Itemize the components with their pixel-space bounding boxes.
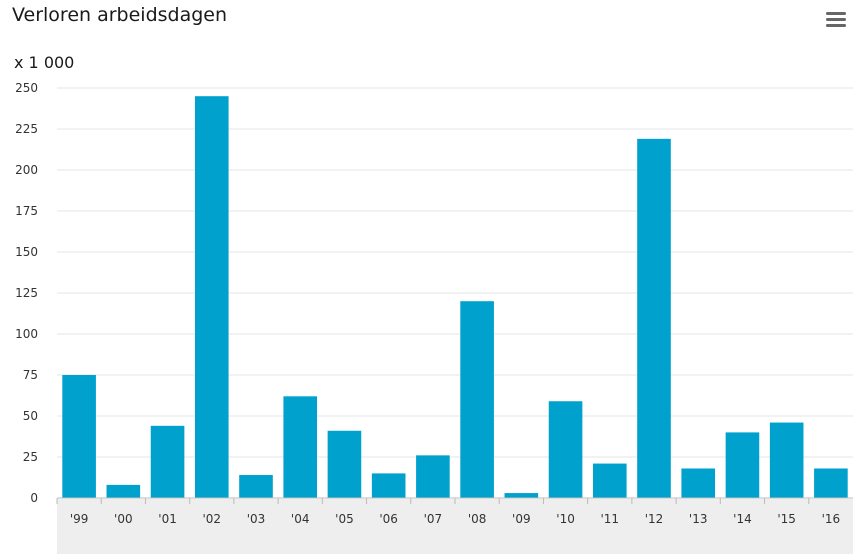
y-tick-label: 100 <box>15 327 38 341</box>
bar[interactable] <box>416 455 450 498</box>
x-tick-label: '11 <box>600 512 619 526</box>
x-tick-label: '04 <box>291 512 310 526</box>
x-tick-label: '00 <box>114 512 133 526</box>
bar[interactable] <box>150 425 185 498</box>
x-tick-label: '03 <box>247 512 266 526</box>
x-tick-label: '16 <box>822 512 841 526</box>
y-tick-label: 0 <box>30 491 38 505</box>
bar[interactable] <box>460 301 494 498</box>
bar[interactable] <box>592 463 627 498</box>
x-axis-scroll-area <box>57 499 853 554</box>
x-tick-label: '05 <box>335 512 354 526</box>
chart-title: Verloren arbeidsdagen <box>12 4 228 26</box>
bar[interactable] <box>239 475 273 498</box>
x-tick-label: '06 <box>379 512 398 526</box>
y-tick-label: 200 <box>15 163 38 177</box>
x-axis-ticks: '99 '00 '01 '02 '03 '04 '05 '06 '07 '08 '09 '10 '11 '… <box>56 498 841 526</box>
x-tick-label: '02 <box>202 512 221 526</box>
y-tick-label: 250 <box>15 81 38 95</box>
bar[interactable] <box>637 138 671 498</box>
y-tick-label: 225 <box>15 122 38 136</box>
y-tick-label: 125 <box>15 286 38 300</box>
bar[interactable] <box>769 422 804 498</box>
bar[interactable] <box>814 468 848 498</box>
y-axis-ticks: 0 25 50 75 100 125 150 175 200 225 250 <box>15 81 38 505</box>
x-tick-label: '15 <box>777 512 796 526</box>
y-tick-label: 75 <box>23 368 38 382</box>
grid-lines <box>57 87 853 458</box>
bar[interactable] <box>106 484 141 498</box>
bar[interactable] <box>681 468 716 498</box>
bar[interactable] <box>548 401 583 498</box>
y-axis-unit-label: x 1 000 <box>14 53 75 72</box>
bar[interactable] <box>504 493 539 498</box>
x-tick-label: '14 <box>733 512 752 526</box>
bar[interactable] <box>194 96 229 498</box>
y-tick-label: 175 <box>15 204 38 218</box>
x-tick-label: '12 <box>645 512 664 526</box>
bar[interactable] <box>327 430 362 498</box>
bar[interactable] <box>62 375 96 498</box>
bar[interactable] <box>283 396 318 498</box>
x-tick-label: '07 <box>424 512 443 526</box>
x-tick-label: '10 <box>556 512 575 526</box>
hamburger-menu-icon[interactable] <box>826 12 848 32</box>
x-tick-label: '01 <box>158 512 177 526</box>
bar[interactable] <box>371 473 406 498</box>
x-tick-label: '08 <box>468 512 487 526</box>
y-tick-label: 50 <box>23 409 38 423</box>
y-tick-label: 150 <box>15 245 38 259</box>
y-tick-label: 25 <box>23 450 38 464</box>
bars <box>62 96 848 498</box>
bar[interactable] <box>725 432 760 498</box>
x-tick-label: '99 <box>70 512 89 526</box>
x-tick-label: '09 <box>512 512 531 526</box>
x-tick-label: '13 <box>689 512 708 526</box>
